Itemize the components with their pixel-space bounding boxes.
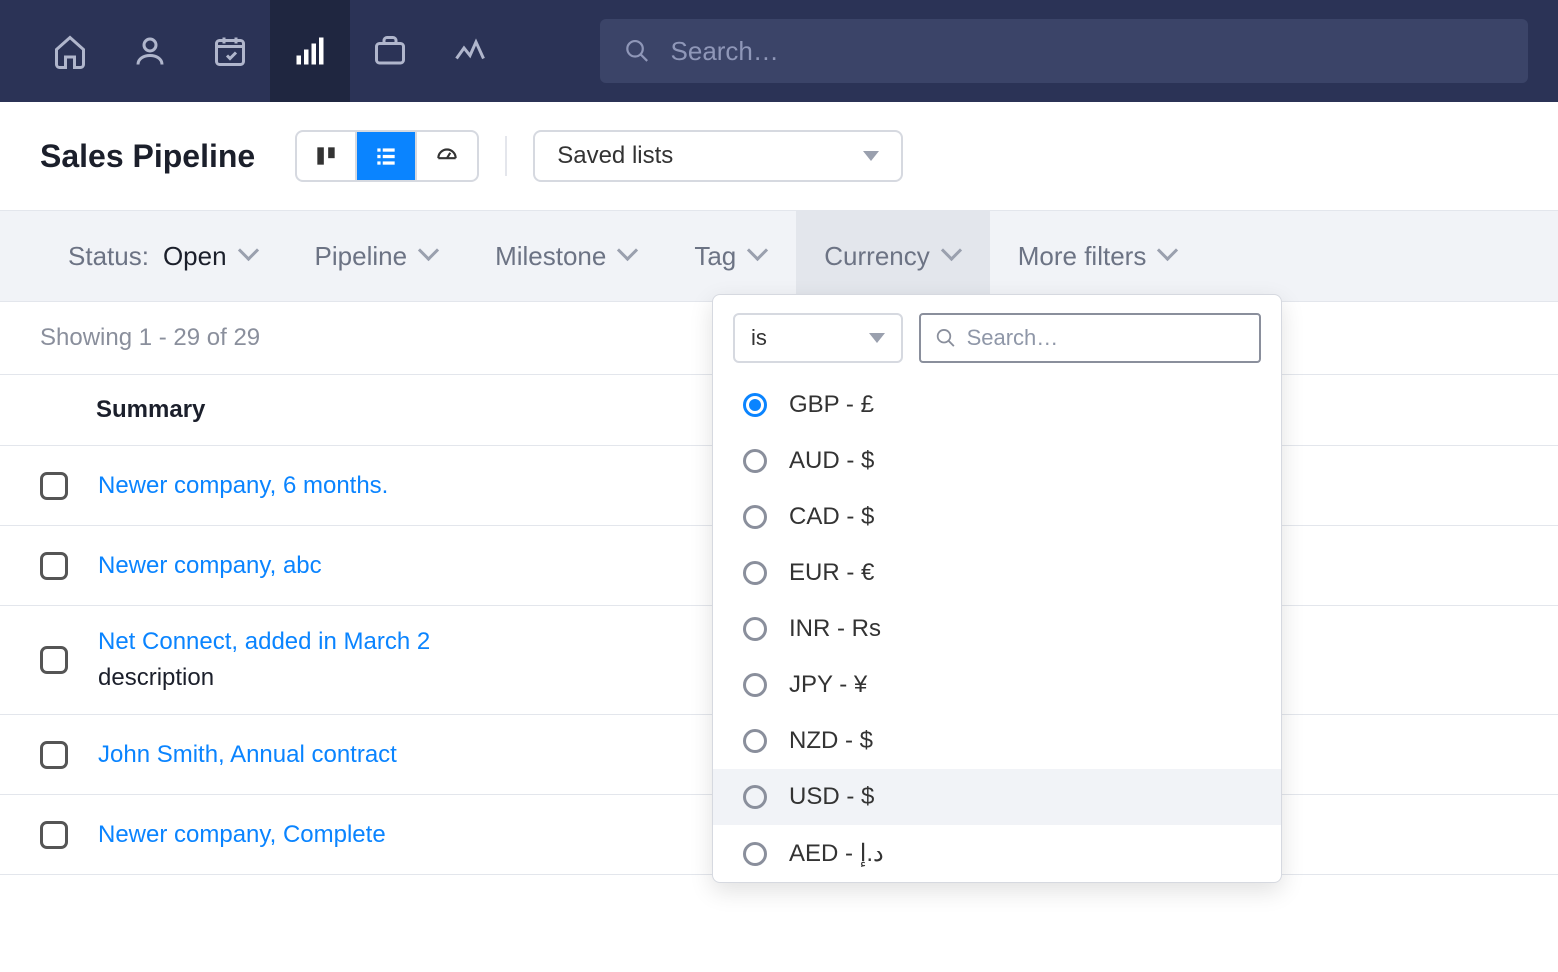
filter-milestone-label: Milestone xyxy=(495,241,606,272)
nav-person-icon[interactable] xyxy=(110,0,190,102)
row-link[interactable]: Newer company, Complete xyxy=(98,817,386,853)
radio-icon xyxy=(743,673,767,697)
col-summary: Summary xyxy=(96,396,205,424)
currency-option[interactable]: AED - د.إ xyxy=(713,825,1281,882)
row-description: description xyxy=(98,660,430,696)
page-title: Sales Pipeline xyxy=(40,138,255,175)
view-dashboard-button[interactable] xyxy=(417,132,477,180)
currency-option-label: USD - $ xyxy=(789,783,874,811)
saved-lists-select[interactable]: Saved lists xyxy=(533,130,903,182)
row-link[interactable]: Newer company, abc xyxy=(98,548,322,584)
nav-pipeline-icon[interactable] xyxy=(270,0,350,102)
filter-currency[interactable]: Currency xyxy=(796,210,989,302)
global-search-input[interactable] xyxy=(671,36,1504,67)
currency-option[interactable]: NZD - $ xyxy=(713,713,1281,769)
currency-option-label: AED - د.إ xyxy=(789,839,884,868)
view-kanban-button[interactable] xyxy=(297,132,357,180)
operator-select[interactable]: is xyxy=(733,313,903,363)
row-link[interactable]: Newer company, 6 months. xyxy=(98,468,388,504)
chevron-down-icon xyxy=(241,247,259,265)
view-list-button[interactable] xyxy=(357,132,417,180)
row-content: Net Connect, added in March 2description xyxy=(98,624,430,696)
radio-icon xyxy=(743,729,767,753)
currency-option-label: AUD - $ xyxy=(789,447,874,475)
dropdown-options: GBP - £ AUD - $ CAD - $ EUR - € INR - Rs JPY … xyxy=(713,377,1281,882)
currency-option[interactable]: JPY - ¥ xyxy=(713,657,1281,713)
titlebar: Sales Pipeline Saved lists xyxy=(0,102,1558,210)
currency-option[interactable]: USD - $ xyxy=(713,769,1281,825)
radio-icon xyxy=(743,449,767,473)
radio-icon xyxy=(743,617,767,641)
nav-calendar-icon[interactable] xyxy=(190,0,270,102)
filter-tag-label: Tag xyxy=(694,241,736,272)
radio-icon xyxy=(743,393,767,417)
filter-currency-label: Currency xyxy=(824,241,929,272)
radio-icon xyxy=(743,842,767,866)
currency-option-label: INR - Rs xyxy=(789,615,881,643)
chevron-down-icon xyxy=(944,247,962,265)
row-content: Newer company, abc xyxy=(98,548,322,584)
filter-pipeline[interactable]: Pipeline xyxy=(287,210,468,302)
filter-milestone[interactable]: Milestone xyxy=(467,210,666,302)
currency-option-label: EUR - € xyxy=(789,559,874,587)
radio-icon xyxy=(743,561,767,585)
currency-dropdown: is GBP - £ AUD - $ CAD - $ EUR - € INR - Rs J… xyxy=(712,294,1282,883)
filter-pipeline-label: Pipeline xyxy=(315,241,408,272)
filter-more[interactable]: More filters xyxy=(990,210,1207,302)
row-link[interactable]: John Smith, Annual contract xyxy=(98,737,397,773)
currency-option[interactable]: GBP - £ xyxy=(713,377,1281,433)
filter-status-value: Open xyxy=(163,241,227,272)
row-content: Newer company, Complete xyxy=(98,817,386,853)
nav-home-icon[interactable] xyxy=(30,0,110,102)
chevron-down-icon xyxy=(421,247,439,265)
currency-option[interactable]: AUD - $ xyxy=(713,433,1281,489)
chevron-down-icon xyxy=(869,333,885,343)
saved-lists-label: Saved lists xyxy=(557,142,673,170)
filter-more-label: More filters xyxy=(1018,241,1147,272)
currency-option-label: CAD - $ xyxy=(789,503,874,531)
row-link[interactable]: Net Connect, added in March 2 xyxy=(98,624,430,660)
chevron-down-icon xyxy=(620,247,638,265)
row-checkbox[interactable] xyxy=(40,821,68,849)
row-checkbox[interactable] xyxy=(40,472,68,500)
chevron-down-icon xyxy=(863,151,879,161)
currency-option[interactable]: CAD - $ xyxy=(713,489,1281,545)
global-search[interactable] xyxy=(600,19,1528,83)
currency-option-label: JPY - ¥ xyxy=(789,671,867,699)
chevron-down-icon xyxy=(750,247,768,265)
filterbar: Status: Open Pipeline Milestone Tag Curr… xyxy=(0,210,1558,302)
currency-option[interactable]: INR - Rs xyxy=(713,601,1281,657)
chevron-down-icon xyxy=(1160,247,1178,265)
currency-option[interactable]: EUR - € xyxy=(713,545,1281,601)
nav-reports-icon[interactable] xyxy=(430,0,510,102)
divider xyxy=(505,136,507,176)
dropdown-search[interactable] xyxy=(919,313,1261,363)
radio-icon xyxy=(743,785,767,809)
filter-tag[interactable]: Tag xyxy=(666,210,796,302)
currency-option-label: NZD - $ xyxy=(789,727,873,755)
row-content: Newer company, 6 months. xyxy=(98,468,388,504)
operator-value: is xyxy=(751,325,767,351)
radio-icon xyxy=(743,505,767,529)
top-navbar xyxy=(0,0,1558,102)
filter-status-label: Status: xyxy=(68,241,149,272)
row-checkbox[interactable] xyxy=(40,646,68,674)
dropdown-search-input[interactable] xyxy=(967,325,1245,351)
nav-cases-icon[interactable] xyxy=(350,0,430,102)
currency-option-label: GBP - £ xyxy=(789,391,874,419)
row-content: John Smith, Annual contract xyxy=(98,737,397,773)
filter-status[interactable]: Status: Open xyxy=(40,210,287,302)
view-toggle xyxy=(295,130,479,182)
row-checkbox[interactable] xyxy=(40,552,68,580)
row-checkbox[interactable] xyxy=(40,741,68,769)
